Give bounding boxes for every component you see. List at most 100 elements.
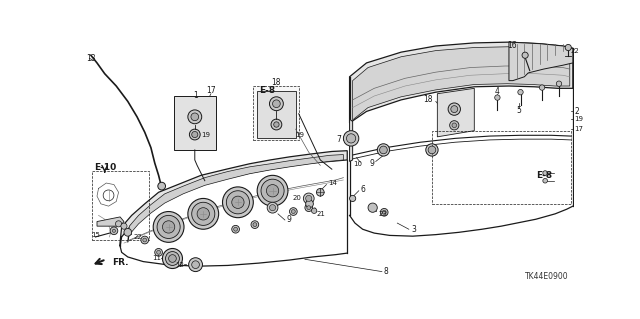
Circle shape [306,195,312,202]
Polygon shape [349,119,353,161]
Text: 12: 12 [175,262,184,268]
Circle shape [303,193,314,204]
Circle shape [253,223,257,226]
Circle shape [450,121,459,130]
Circle shape [188,198,219,229]
Circle shape [110,227,118,235]
Polygon shape [120,151,348,246]
Text: 18: 18 [271,78,280,87]
Polygon shape [97,217,124,226]
Circle shape [556,81,562,86]
Circle shape [197,208,209,220]
Polygon shape [128,154,344,242]
Circle shape [269,97,284,111]
Circle shape [143,238,147,242]
Circle shape [261,179,284,202]
Polygon shape [349,42,573,123]
Circle shape [192,131,198,137]
Text: 19: 19 [296,131,305,137]
Circle shape [312,208,317,213]
Text: 10: 10 [353,161,362,167]
Circle shape [291,210,295,213]
Circle shape [378,144,390,156]
Circle shape [565,44,572,51]
Circle shape [344,131,359,146]
Text: 14: 14 [328,180,337,186]
Circle shape [192,202,215,226]
Circle shape [316,189,324,196]
Text: 16: 16 [507,41,516,50]
Circle shape [234,227,237,231]
Text: 9: 9 [369,159,374,168]
Polygon shape [353,47,570,120]
Circle shape [543,178,547,183]
Circle shape [113,229,115,232]
Circle shape [191,113,198,121]
Circle shape [227,191,250,214]
Text: 9: 9 [287,216,291,225]
Text: 4: 4 [495,87,500,96]
Text: E-8: E-8 [536,171,552,180]
Circle shape [380,208,388,216]
Circle shape [543,171,547,175]
Circle shape [368,203,378,212]
Circle shape [121,223,127,229]
Circle shape [267,202,278,213]
Text: 5: 5 [516,106,522,115]
Circle shape [257,175,288,206]
Circle shape [346,134,356,143]
Circle shape [306,200,314,208]
Circle shape [189,258,202,271]
Text: 22: 22 [134,234,143,240]
Bar [432,131,570,204]
Circle shape [451,106,458,113]
Text: 1: 1 [193,91,198,100]
Text: 19: 19 [201,132,210,138]
Circle shape [289,208,297,215]
Circle shape [271,119,282,130]
Circle shape [153,211,184,242]
Circle shape [269,204,276,211]
Circle shape [428,146,436,154]
Text: 17: 17 [206,86,216,95]
Circle shape [189,129,200,140]
Text: 17: 17 [575,126,584,132]
Circle shape [274,122,279,127]
Circle shape [518,90,523,95]
Circle shape [380,146,387,154]
Circle shape [232,196,244,208]
Circle shape [168,255,176,262]
Text: 21: 21 [316,211,325,217]
Circle shape [188,110,202,124]
Circle shape [232,226,239,233]
Text: E-8: E-8 [259,86,275,95]
Circle shape [223,187,253,218]
Circle shape [452,123,456,128]
Text: 6: 6 [360,185,365,194]
Text: 13: 13 [86,54,96,63]
Text: 7: 7 [336,136,341,145]
Text: 8: 8 [383,267,388,276]
Text: 19: 19 [575,116,584,122]
Circle shape [163,221,175,233]
Circle shape [305,204,312,211]
Text: 20: 20 [293,196,302,201]
Text: FR.: FR. [113,258,129,267]
Circle shape [273,100,280,108]
Circle shape [251,221,259,228]
Text: 15: 15 [91,233,100,238]
Bar [92,171,149,240]
Text: 23: 23 [379,211,388,217]
Polygon shape [509,42,573,81]
Circle shape [382,210,386,214]
Text: 22: 22 [570,48,579,54]
Circle shape [349,195,356,202]
Circle shape [163,249,182,269]
Polygon shape [257,91,296,138]
Circle shape [426,144,438,156]
Text: 11: 11 [152,255,161,261]
Circle shape [522,52,528,58]
Bar [253,86,299,140]
Circle shape [157,215,180,239]
Circle shape [166,252,179,265]
